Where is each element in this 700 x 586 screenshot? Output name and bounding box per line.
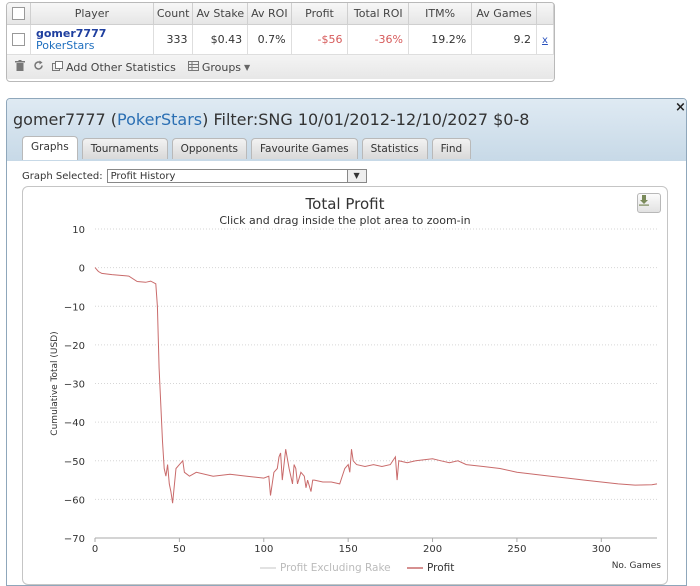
dialog-header: gomer7777 (PokerStars) Filter:SNG 10/01/… [7, 99, 686, 161]
add-stats-icon [52, 60, 63, 74]
col-itm[interactable]: ITM% [408, 3, 473, 25]
tab-statistics[interactable]: Statistics [361, 138, 428, 159]
download-icon[interactable] [637, 193, 661, 213]
add-stats-label: Add Other Statistics [66, 60, 176, 74]
groups-dropdown[interactable]: Groups ▼ [187, 60, 251, 74]
row-checkbox[interactable] [12, 33, 25, 47]
y-tick-label: 10 [72, 225, 85, 236]
refresh-icon[interactable] [33, 60, 44, 74]
row-select-cell[interactable] [7, 24, 31, 55]
groups-label: Groups [201, 60, 242, 74]
dialog-title-site: PokerStars [117, 110, 203, 129]
player-site-link[interactable]: PokerStars [36, 38, 95, 52]
col-player[interactable]: Player [30, 3, 154, 25]
chart-title: Total Profit [305, 195, 385, 213]
av-stake-cell: $0.43 [192, 24, 249, 55]
legend-profit: Profit [427, 562, 454, 574]
add-stats-button[interactable]: Add Other Statistics [52, 60, 176, 74]
x-tick-label: 300 [592, 544, 611, 555]
delete-cell: x [536, 24, 554, 55]
y-tick-label: −70 [64, 534, 85, 545]
dialog-title: gomer7777 (PokerStars) Filter:SNG 10/01/… [13, 110, 529, 129]
count-cell: 333 [153, 24, 194, 55]
y-tick-label: −60 [64, 495, 85, 506]
y-tick-label: −40 [64, 418, 85, 429]
dialog-title-prefix: gomer7777 ( [13, 110, 117, 129]
x-axis-label: No. Games [612, 561, 662, 571]
tab-favourite-games[interactable]: Favourite Games [250, 138, 358, 159]
col-av-roi[interactable]: Av ROI [247, 3, 292, 25]
groups-icon [187, 60, 199, 74]
legend-profit-excluding-rake: Profit Excluding Rake [280, 562, 391, 574]
av-games-cell: 9.2 [471, 24, 537, 55]
y-tick-label: −30 [64, 380, 85, 391]
x-tick-label: 250 [507, 544, 526, 555]
col-total-roi[interactable]: Total ROI [347, 3, 409, 25]
x-tick-label: 50 [173, 544, 186, 555]
y-tick-label: −10 [64, 302, 85, 313]
profit-cell: -$56 [291, 24, 349, 55]
col-profit[interactable]: Profit [291, 3, 349, 25]
y-tick-label: 0 [79, 264, 85, 275]
player-graph-dialog: gomer7777 (PokerStars) Filter:SNG 10/01/… [6, 98, 687, 586]
x-tick-label: 0 [92, 544, 98, 555]
profit-chart[interactable]: Total Profit Click and drag inside the pl… [22, 186, 668, 585]
graph-select[interactable]: Profit History ▼ [106, 169, 367, 183]
trash-icon[interactable] [15, 60, 25, 74]
player-stats-panel: Player Count Av Stake Av ROI Profit Tota… [6, 2, 555, 82]
table-header-row: Player Count Av Stake Av ROI Profit Tota… [7, 3, 554, 25]
total-roi-cell: -36% [347, 24, 409, 55]
col-av-stake[interactable]: Av Stake [192, 3, 249, 25]
col-count[interactable]: Count [153, 3, 194, 25]
x-tick-label: 100 [254, 544, 273, 555]
x-tick-label: 200 [423, 544, 442, 555]
dialog-tabs: Graphs Tournaments Opponents Favourite G… [22, 136, 472, 160]
tab-opponents[interactable]: Opponents [171, 138, 247, 159]
tab-graphs[interactable]: Graphs [22, 136, 78, 160]
graph-select-value: Profit History [110, 171, 176, 182]
chevron-down-icon: ▼ [346, 170, 366, 182]
player-cell: gomer7777 PokerStars [30, 24, 154, 55]
y-tick-label: −50 [64, 457, 85, 468]
tab-tournaments[interactable]: Tournaments [81, 138, 168, 159]
close-icon[interactable]: × [675, 100, 686, 115]
graph-selector-row: Graph Selected: Profit History ▼ [22, 169, 367, 183]
tab-find[interactable]: Find [431, 138, 472, 159]
select-all-checkbox[interactable] [12, 7, 25, 21]
y-tick-label: −20 [64, 341, 85, 352]
player-stats-table: Player Count Av Stake Av ROI Profit Tota… [7, 3, 554, 55]
chevron-down-icon: ▼ [244, 62, 251, 72]
dialog-title-suffix: ) Filter:SNG 10/01/2012-12/10/2027 $0-8 [202, 110, 530, 129]
graph-selected-label: Graph Selected: [22, 170, 103, 182]
av-roi-cell: 0.7% [247, 24, 292, 55]
delete-row-link[interactable]: x [541, 35, 548, 46]
stats-toolbar: Add Other Statistics Groups ▼ [7, 55, 554, 79]
col-av-games[interactable]: Av Games [471, 3, 537, 25]
chart-subtitle: Click and drag inside the plot area to z… [219, 214, 470, 227]
select-all-header[interactable] [7, 3, 31, 25]
itm-cell: 19.2% [408, 24, 473, 55]
col-actions [536, 3, 554, 25]
table-row: gomer7777 PokerStars 333 $0.43 0.7% -$56… [7, 24, 554, 55]
y-axis-label: Cumulative Total (USD) [50, 331, 60, 435]
profit-series-line [94, 267, 658, 504]
x-tick-label: 150 [339, 544, 358, 555]
player-name-link[interactable]: gomer7777 [36, 26, 107, 40]
